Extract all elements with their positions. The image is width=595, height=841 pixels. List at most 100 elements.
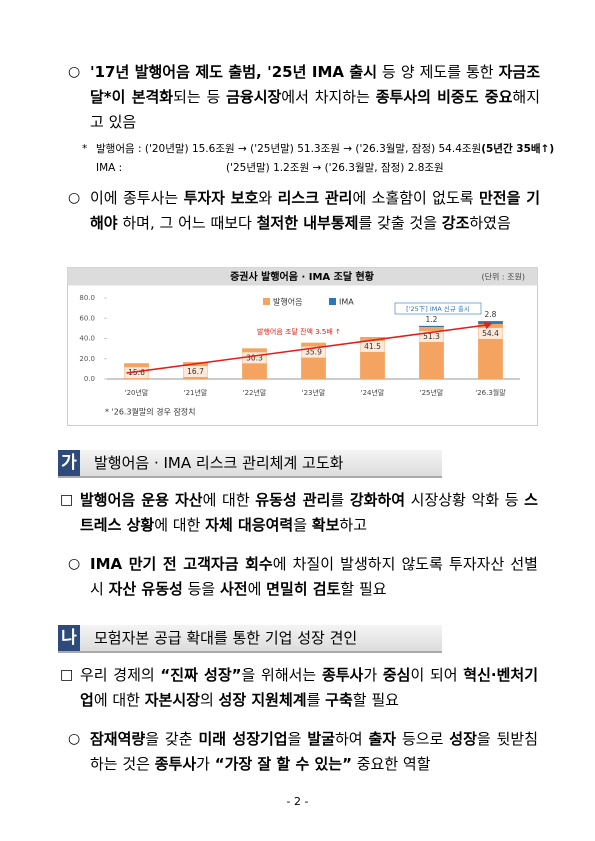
text-run: 를 xyxy=(306,691,326,709)
text-run: 가 xyxy=(196,755,215,773)
text-run: 중심 xyxy=(382,666,411,684)
x-tick-label: '20년말 xyxy=(125,388,149,397)
value-label-box xyxy=(301,346,326,358)
paragraph: 발행어음 운용 자산에 대한 유동성 관리를 강화하여 시장상황 악화 등 스트… xyxy=(80,488,538,538)
y-tick-label: 80.0 xyxy=(79,294,95,302)
text-run: 할 필요 xyxy=(340,580,387,598)
text-run: 에 대한 xyxy=(93,691,145,709)
text-run: 사전 xyxy=(219,580,248,598)
bullet-marker: ○ xyxy=(68,556,81,572)
text-run: 시장상황 악화 등 xyxy=(405,491,525,509)
text-run: 철저한 내부통제 xyxy=(256,214,359,232)
text-run: 이 되어 xyxy=(410,666,464,684)
text-run: 해지고 있음 xyxy=(90,88,540,131)
text-run: 에 대한 xyxy=(154,516,206,534)
text-run: 우리 경제의 xyxy=(80,666,161,684)
x-tick-label: '24년말 xyxy=(361,388,385,397)
text-run: 출자 xyxy=(368,730,397,748)
note-line: IMA : ('25년말) 1.2조원 → ('26.3월말, 잠정) 2.8조원 xyxy=(96,159,444,178)
annotation: ['25下] IMA 신규 출시 xyxy=(406,304,470,313)
text-run: IMA 만기 전 고객자금 회수 xyxy=(90,555,273,573)
legend-label: 발행어음 xyxy=(273,297,302,307)
text-run: 확보 xyxy=(311,516,340,534)
text-run: 투자자 보호 xyxy=(183,189,259,207)
text-run: 을 위해서는 xyxy=(241,666,322,684)
section-badge: 가 xyxy=(58,450,80,476)
text-run: IMA : xyxy=(96,162,123,174)
bullet-marker: □ xyxy=(60,492,74,508)
text-run: “진짜 성장” xyxy=(160,666,242,684)
text-run: 성장 xyxy=(449,730,477,748)
text-run: 하고 xyxy=(339,516,367,534)
bar xyxy=(478,321,503,324)
x-tick-label: '22년말 xyxy=(243,388,267,397)
paragraph: 잠재역량을 갖춘 미래 성장기업을 발굴하여 출자 등으로 성장을 뒷받침하는 … xyxy=(90,727,538,777)
text-run: 에 차질이 발생하지 않도록 투자자산 선별시 xyxy=(90,555,538,598)
paragraph: '17년 발행어음 제도 출범, '25년 IMA 출시 등 양 제도를 통한 … xyxy=(90,60,540,135)
text-run: 이에 종투사는 xyxy=(90,189,184,207)
chart: 증권사 발행어음 · IMA 조달 현황 (단위 : 조원) 0.0 20.0 40.0… xyxy=(67,267,538,426)
chart-unit: (단위 : 조원) xyxy=(482,272,525,282)
y-tick-label: 60.0 xyxy=(79,314,95,322)
text-run: 구축 xyxy=(325,691,353,709)
text-run: 종투사 xyxy=(321,666,364,684)
value-label: 41.5 xyxy=(364,342,381,351)
value-label-box xyxy=(360,340,385,352)
text-run: 발행어음 : ('20년말) 15.6조원 → ('25년말) 51.3조원 →… xyxy=(96,143,482,155)
text-run: 유동성 관리 xyxy=(255,491,331,509)
text-run: 등으로 xyxy=(396,730,450,748)
text-run: 가 xyxy=(363,666,383,684)
chart-note: * '26.3월말의 경우 잠정치 xyxy=(105,407,196,417)
text-run: 강화하여 xyxy=(349,491,406,509)
bullet-marker: ○ xyxy=(68,190,81,206)
title-bar xyxy=(67,267,538,286)
text-run: 자본시장 xyxy=(144,691,200,709)
x-tick-label: '21년말 xyxy=(184,388,208,397)
text-run: 을 갖춘 xyxy=(145,730,199,748)
text-run: 만전을 기해야 xyxy=(90,189,540,232)
y-tick-label: 0.0 xyxy=(84,375,95,383)
value-label: 30.3 xyxy=(246,353,263,362)
text-run: 성장 지원체계 xyxy=(218,691,307,709)
note-line: 발행어음 : ('20년말) 15.6조원 → ('25년말) 51.3조원 →… xyxy=(96,140,554,159)
value-label-box xyxy=(124,367,149,379)
text-run: 면밀히 검토 xyxy=(266,580,341,598)
text-run: 등을 xyxy=(182,580,220,598)
y-tick-label: 20.0 xyxy=(79,355,95,363)
text-run: ('25년말) 1.2조원 → ('26.3월말, 잠정) 2.8조원 xyxy=(226,162,444,174)
text-run: 를 갖출 것을 xyxy=(358,214,442,232)
text-run: 자산 유동성 xyxy=(108,580,183,598)
x-tick-label: '25년말 xyxy=(420,388,444,397)
value-label-box xyxy=(183,366,208,378)
annotation-box xyxy=(394,302,482,315)
paragraph: 우리 경제의 “진짜 성장”을 위해서는 종투사가 중심이 되어 혁신·벤처기업… xyxy=(80,663,538,713)
text-run: 자금조달*이 본격화 xyxy=(90,63,540,106)
text-run: 하여 xyxy=(334,730,369,748)
text-run: 을 xyxy=(287,730,308,748)
text-run: 종투사의 비중도 중요 xyxy=(375,88,513,106)
y-tick-label: 40.0 xyxy=(79,335,95,343)
annotation: 발행어음 조달 잔액 3.5배 ↑ xyxy=(257,327,341,336)
text-run: 를 xyxy=(330,491,350,509)
text-run: 의 xyxy=(199,691,219,709)
bullet-marker: ○ xyxy=(68,64,81,80)
text-run: 중요한 역할 xyxy=(351,755,431,773)
bullet-marker: ○ xyxy=(68,731,81,747)
text-run: 을 xyxy=(293,516,312,534)
legend-label: IMA xyxy=(339,298,354,307)
x-tick-label: '26.3월말 xyxy=(475,388,506,397)
page-number: - 2 - xyxy=(286,795,309,808)
text-run: 할 필요 xyxy=(352,691,399,709)
value-label-box xyxy=(242,352,267,364)
legend-swatch xyxy=(329,298,336,305)
x-tick-label: '23년말 xyxy=(302,388,326,397)
value-label: 1.2 xyxy=(426,315,438,324)
text-run: “가장 잘 할 수 있는” xyxy=(214,755,352,773)
text-run: 에서 차지하는 xyxy=(281,88,376,106)
text-run: 와 xyxy=(258,189,278,207)
text-run: 에 소홀함이 없도록 xyxy=(352,189,479,207)
trend-arrow xyxy=(126,324,487,374)
section-badge: 나 xyxy=(58,625,80,651)
value-label: 51.3 xyxy=(423,332,440,341)
text-run: (5년간 35배↑) xyxy=(481,143,555,155)
